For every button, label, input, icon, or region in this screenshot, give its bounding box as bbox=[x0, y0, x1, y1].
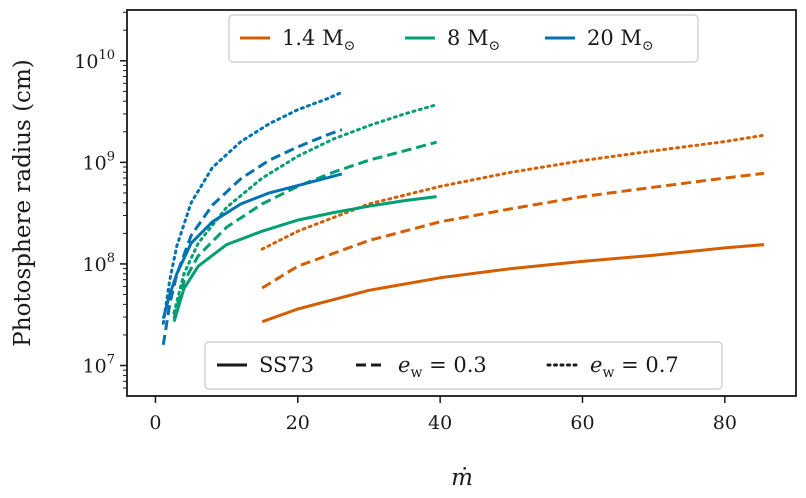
plot-area: 0 20 40 60 80 107 108 109 1010 bbox=[74, 9, 797, 434]
x-axis-ticks: 0 20 40 60 80 bbox=[149, 396, 737, 434]
plot-frame bbox=[126, 9, 797, 397]
legend-style: SS73 ew = 0.3 ew = 0.7 bbox=[204, 341, 723, 390]
y-tick-label: 1010 bbox=[74, 48, 115, 73]
series-line-3 bbox=[260, 133, 766, 251]
style-legend-label: ew = 0.3 bbox=[398, 353, 487, 381]
x-tick-label: 0 bbox=[149, 412, 161, 434]
mass-legend-entry-1: 1.4 M⊙ bbox=[240, 26, 355, 54]
mass-legend-label: 8 M⊙ bbox=[447, 26, 500, 54]
y-tick-label: 107 bbox=[83, 353, 115, 378]
mass-legend-label: 1.4 M⊙ bbox=[282, 26, 355, 54]
series-layer bbox=[161, 90, 766, 346]
series-line-8 bbox=[161, 128, 343, 346]
style-legend-entry-1: SS73 bbox=[217, 353, 314, 377]
mass-legend-entry-2: 8 M⊙ bbox=[405, 26, 500, 54]
x-tick-label: 20 bbox=[286, 412, 310, 434]
x-axis-label: ṁ bbox=[451, 465, 473, 491]
x-tick-label: 60 bbox=[570, 412, 594, 434]
x-tick-label: 80 bbox=[713, 412, 737, 434]
mass-legend-label: 20 M⊙ bbox=[587, 26, 654, 54]
series-line-6 bbox=[172, 103, 439, 315]
y-axis-label: Photosphere radius (cm) bbox=[10, 59, 36, 346]
series-line-5 bbox=[172, 140, 437, 319]
series-line-7 bbox=[161, 172, 343, 319]
y-axis-ticks: 107 108 109 1010 bbox=[74, 11, 127, 389]
series-line-2 bbox=[261, 171, 765, 290]
series-line-9 bbox=[161, 90, 344, 325]
y-tick-label: 108 bbox=[83, 251, 115, 276]
style-legend-entry-3: ew = 0.7 bbox=[546, 353, 679, 381]
series-line-4 bbox=[172, 195, 437, 323]
y-tick-label: 109 bbox=[83, 149, 115, 174]
x-tick-label: 40 bbox=[428, 412, 452, 434]
style-legend-entry-2: ew = 0.3 bbox=[356, 353, 487, 381]
series-line-1 bbox=[261, 243, 765, 324]
legend-mass: 1.4 M⊙ 8 M⊙ 20 M⊙ bbox=[228, 14, 699, 63]
mass-legend-entry-3: 20 M⊙ bbox=[545, 26, 654, 54]
style-legend-label: ew = 0.7 bbox=[590, 353, 679, 381]
style-legend-label: SS73 bbox=[259, 353, 314, 377]
